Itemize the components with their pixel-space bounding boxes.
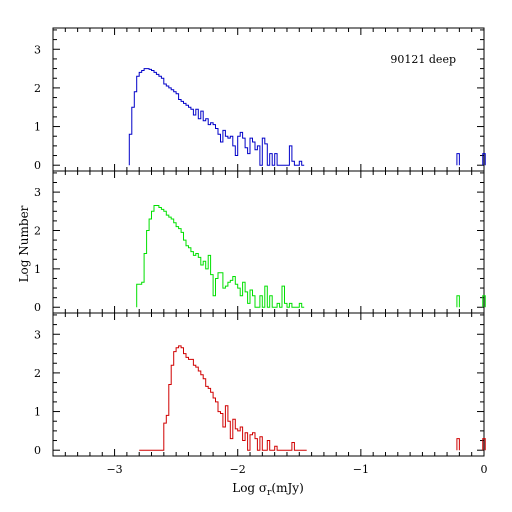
histogram-panel-2: 0 1 2 3	[34, 170, 486, 314]
histogram-tail-bin	[456, 438, 460, 451]
histogram-series	[128, 68, 305, 166]
x-axis-label-main: Log σ	[232, 481, 267, 495]
panel-frame	[52, 27, 485, 172]
histogram-tail-bin	[482, 153, 486, 166]
y-tick-label: 2	[34, 82, 41, 95]
y-tick-label: 1	[34, 406, 41, 419]
histogram-tail-bin	[456, 295, 460, 308]
y-tick-label: 2	[34, 367, 41, 380]
x-tick-label: −3	[106, 463, 122, 476]
y-tick-label: 3	[34, 43, 41, 56]
x-axis-label: Log σr(mJy)	[232, 481, 304, 498]
y-tick-label: 0	[34, 444, 41, 457]
panel-frame	[52, 170, 485, 314]
x-tick-label: −1	[353, 463, 369, 476]
y-tick-label: 2	[34, 224, 41, 237]
y-tick-label: 0	[34, 159, 41, 172]
y-tick-label: 0	[34, 301, 41, 314]
histogram-tail-bin	[482, 295, 486, 308]
x-axis-label-sub: r	[267, 488, 272, 498]
x-tick-labels: −3 −2 −1 0	[106, 463, 487, 476]
histogram-tail-bin	[456, 153, 460, 166]
histogram-series	[139, 345, 307, 451]
panel-annotation: 90121 deep	[390, 53, 456, 66]
histogram-series	[136, 205, 305, 308]
x-axis-label-unit: (mJy)	[271, 481, 303, 495]
histogram-panel-3: 0 1 2 3	[34, 312, 486, 457]
histogram-tail-bin	[482, 438, 486, 451]
y-tick-label: 1	[34, 121, 41, 134]
histogram-panel-1: 0 1 2 3 90121 deep	[34, 27, 486, 172]
y-tick-label: 3	[34, 328, 41, 341]
y-tick-label: 3	[34, 186, 41, 199]
x-tick-label: −2	[230, 463, 246, 476]
y-tick-label: 1	[34, 263, 41, 276]
panel-frame	[52, 312, 485, 457]
y-axis-label: Log Number	[17, 205, 31, 282]
x-tick-label: 0	[481, 463, 488, 476]
panel-group: 0 1 2 3 90121 deep 0 1 2 3 0 1 2 3	[34, 27, 486, 457]
